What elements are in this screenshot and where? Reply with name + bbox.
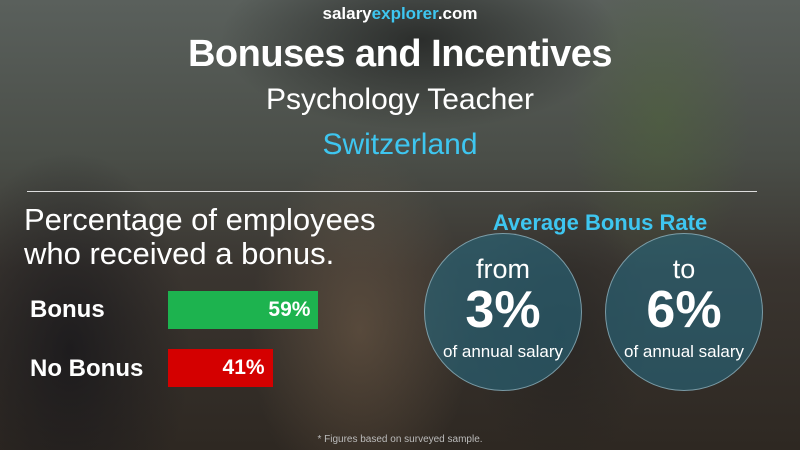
from-value: 3% [465,281,541,339]
bonus-heading: Percentage of employees who received a bo… [24,202,376,271]
from-caption: of annual salary [442,342,564,361]
footnote: * Figures based on surveyed sample. [317,434,483,445]
job-title: Psychology Teacher [266,83,534,116]
average-bonus-rate-heading: Average Bonus Rate [492,210,708,235]
bonus-label: Bonus [30,296,105,323]
to-caption: of annual salary [623,342,745,361]
to-value: 6% [646,281,722,339]
from-circle: from 3% of annual salary [424,233,582,391]
page-title: Bonuses and Incentives [187,33,613,75]
to-word: to [672,254,696,284]
from-word: from [476,254,530,284]
bonus-bar: 59% [168,291,319,329]
divider [27,191,757,192]
site-logo: salaryexplorer.com [322,4,478,23]
no-bonus-label: No Bonus [30,355,144,382]
to-circle: to 6% of annual salary [605,233,763,391]
country: Switzerland [322,128,478,161]
no-bonus-bar: 41% [168,349,273,387]
